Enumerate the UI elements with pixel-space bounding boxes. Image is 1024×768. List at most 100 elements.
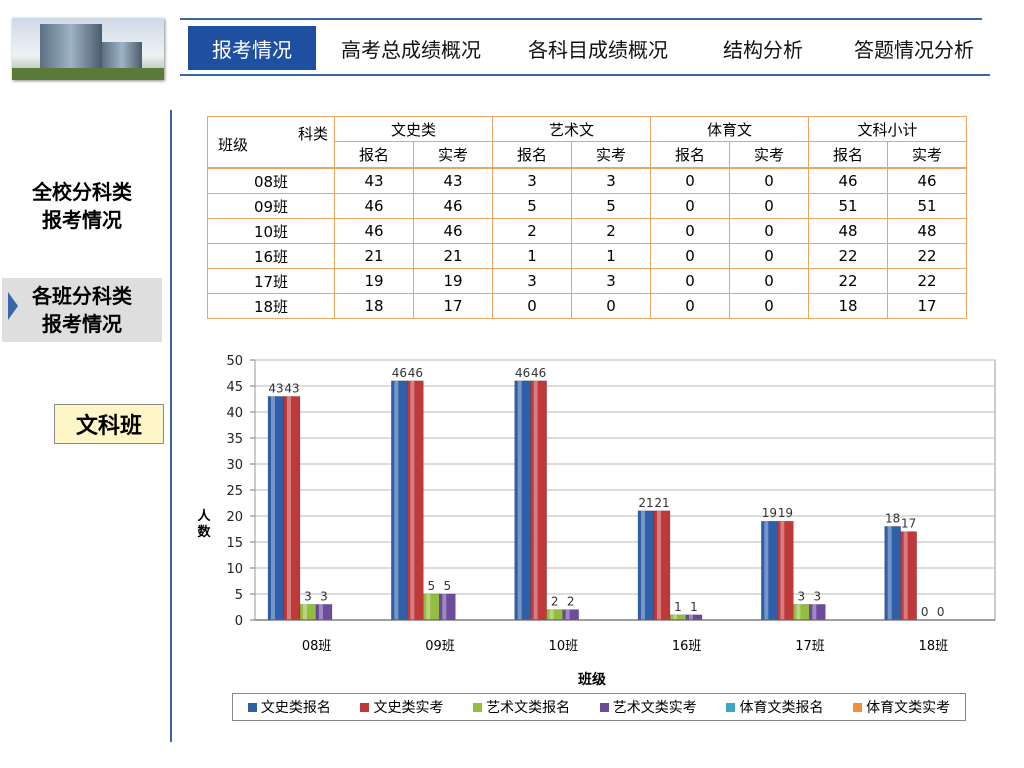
y-tick-label: 5: [235, 588, 243, 603]
table-group-header: 文科小计: [808, 115, 967, 143]
table-row: 16班 21 21 1 1 0 0 22 22: [207, 243, 967, 269]
sidebar-item-label: 报考情况: [42, 208, 122, 232]
bar-highlight: [641, 510, 645, 620]
bar-data-label: 46: [531, 366, 546, 380]
table-cell: 22: [887, 243, 967, 269]
table-subheader: 实考: [887, 141, 967, 169]
bar: [315, 604, 333, 621]
sidebar-item-class-enrollment[interactable]: 各班分科类 报考情况: [2, 278, 162, 342]
header-bottom-rule: [180, 74, 990, 76]
bar: [546, 609, 563, 621]
table-corner-category: 科类: [297, 125, 328, 143]
table-cell: 22: [808, 268, 888, 294]
table-cell: 3: [492, 167, 572, 194]
bar-data-label: 46: [392, 366, 407, 380]
bar: [900, 531, 917, 621]
sidebar-item-school-enrollment[interactable]: 全校分科类 报考情况: [2, 178, 162, 238]
table-cell: 0: [729, 167, 809, 194]
table-cell: 43: [334, 167, 414, 194]
bar: [669, 614, 687, 621]
table-group-header: 艺术文: [492, 115, 651, 143]
bar-highlight: [673, 614, 677, 620]
chart-legend: 文史类报名 文史类实考 艺术文类报名 艺术文类实考 体育文类报名 体育文类实考: [232, 693, 966, 721]
bar-data-label: 19: [762, 506, 777, 520]
nav-tab-subject-score[interactable]: 各科目成绩概况: [528, 37, 668, 62]
bar-data-label: 0: [937, 605, 945, 619]
legend-label: 艺术文类报名: [486, 700, 571, 716]
bar-data-label: 5: [444, 579, 452, 593]
legend-swatch: [853, 702, 863, 712]
legend-item: 艺术文类报名: [473, 697, 570, 717]
x-tick-label: 10班: [549, 639, 579, 654]
y-tick-label: 35: [226, 432, 243, 447]
y-tick-label: 45: [226, 380, 243, 395]
table-cell: 21: [413, 243, 493, 269]
y-tick-label: 40: [226, 406, 243, 421]
table-corner-class: 班级: [218, 136, 249, 154]
table-cell: 0: [650, 293, 730, 319]
legend-item: 艺术文类实考: [599, 697, 697, 717]
table-cell: 48: [887, 218, 967, 244]
x-tick-label: 08班: [302, 639, 332, 654]
sidebar-item-label: 各班分科类: [32, 284, 132, 308]
bar-highlight: [517, 380, 522, 620]
x-tick-label: 17班: [795, 639, 825, 654]
legend-item: 文史类报名: [247, 697, 331, 717]
building-logo: [12, 18, 164, 80]
legend-swatch: [473, 702, 483, 712]
selected-arrow-icon: [8, 292, 18, 320]
bar: [514, 380, 531, 621]
legend-item: 体育文类报名: [726, 697, 823, 717]
table-row: 18班 18 17 0 0 0 0 18 17: [207, 293, 967, 319]
legend-item: 体育文类实考: [853, 697, 950, 717]
table-subheader: 实考: [413, 141, 493, 169]
table-row: 17班 19 19 3 3 0 0 22 22: [207, 268, 967, 294]
legend-swatch: [247, 702, 257, 712]
table-cell: 46: [887, 167, 967, 194]
table-cell: 5: [492, 193, 572, 219]
nav-tab-answer-analysis[interactable]: 答题情况分析: [854, 37, 974, 62]
legend-label: 艺术文类实考: [612, 700, 697, 716]
y-tick-label: 50: [226, 354, 243, 369]
y-tick-label: 30: [226, 458, 243, 473]
bar-highlight: [410, 380, 415, 620]
bar-highlight: [303, 604, 307, 620]
x-axis-label: 班级: [578, 671, 607, 688]
table-cell: 2: [571, 218, 651, 244]
table-cell: 0: [650, 167, 730, 194]
bar: [777, 520, 794, 621]
table-cell: 0: [650, 218, 730, 244]
legend-swatch: [599, 702, 609, 712]
table-cell: 46: [413, 193, 493, 219]
table-cell: 0: [650, 243, 730, 269]
table-cell: 51: [808, 193, 888, 219]
table-cell: 0: [492, 293, 572, 319]
legend-label: 文史类实考: [373, 700, 444, 716]
table-cell: 18: [808, 293, 888, 319]
bar: [637, 510, 655, 621]
nav-tab-structure[interactable]: 结构分析: [723, 37, 803, 62]
table-cell: 46: [413, 218, 493, 244]
y-tick-label: 20: [226, 510, 243, 525]
bar-data-label: 46: [408, 366, 423, 380]
bar-highlight: [549, 609, 554, 620]
table-cell-class: 16班: [207, 243, 335, 269]
bar-highlight: [442, 594, 447, 620]
table-group-header: 体育文: [650, 115, 809, 143]
table-cell: 17: [887, 293, 967, 319]
bar: [562, 609, 579, 621]
sidebar-divider: [170, 110, 172, 742]
nav-tab-total-score[interactable]: 高考总成绩概况: [341, 37, 481, 62]
bar-data-label: 2: [551, 595, 559, 609]
sidebar-item-label: 全校分科类: [32, 180, 132, 204]
bar-highlight: [533, 380, 538, 620]
table-cell: 46: [808, 167, 888, 194]
bar-data-label: 1: [674, 600, 682, 614]
liberal-arts-tag[interactable]: 文科班: [54, 404, 164, 444]
bar-data-label: 43: [284, 381, 299, 395]
bar: [407, 380, 424, 621]
nav-tab-enrollment[interactable]: 报考情况: [188, 26, 316, 70]
bar-data-label: 18: [885, 511, 900, 525]
bar-data-label: 3: [814, 589, 822, 603]
table-cell: 3: [492, 268, 572, 294]
